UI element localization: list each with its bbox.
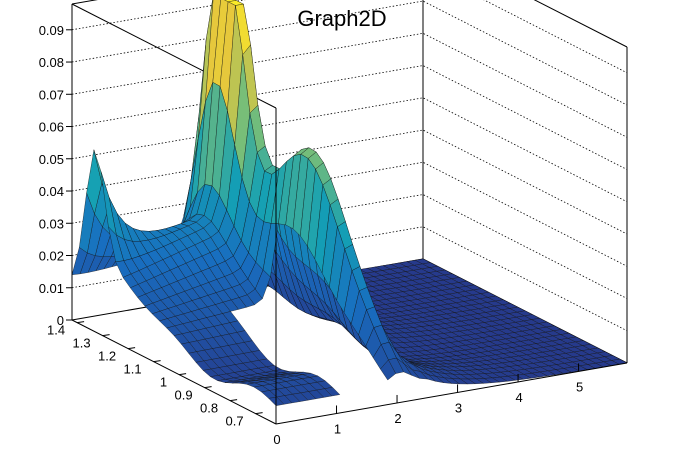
- z-tick-label: 0.03: [39, 216, 64, 231]
- z-grid-line: [71, 226, 628, 332]
- z-tick-label: 0.08: [39, 55, 64, 70]
- z-tick-label: 0.02: [39, 249, 64, 264]
- y-tick-mark: [204, 386, 212, 389]
- chart-title: Graph2D: [297, 6, 386, 31]
- z-grid-line: [71, 161, 628, 267]
- axes-front-frame: [71, 4, 628, 425]
- y-tick-label: 0.7: [226, 414, 244, 429]
- z-grid-line: [71, 129, 628, 235]
- z-grid-line: [71, 32, 628, 138]
- z-grid-line: [71, 65, 628, 170]
- surface-plot: [71, 0, 628, 406]
- back-edge-top-left: [71, 0, 98, 5]
- x-tick-label: 1: [334, 421, 341, 436]
- x-tick-label: 4: [515, 390, 522, 405]
- y-tick-mark: [128, 347, 136, 350]
- y-tick-mark: [102, 334, 110, 337]
- z-tick-label: 0.07: [39, 87, 64, 102]
- z-tick-label: 0.09: [39, 23, 64, 38]
- z-grid-line: [71, 0, 628, 74]
- y-tick-mark: [77, 321, 85, 324]
- z-grid-line: [71, 194, 628, 299]
- z-tick-label: 0.01: [39, 281, 64, 296]
- z-grid-line: [71, 0, 628, 106]
- y-tick-label: 1.4: [47, 323, 65, 338]
- y-tick-mark: [153, 360, 161, 363]
- z-tick-label: 0.04: [39, 184, 64, 199]
- y-tick-label: 1.2: [98, 349, 116, 364]
- surface-cell: [380, 359, 396, 381]
- x-tick-label: 5: [576, 379, 583, 394]
- axis-ticks: 0123450.70.80.911.11.21.31.400.010.020.0…: [39, 23, 584, 447]
- y-tick-label: 1.1: [124, 362, 142, 377]
- y-tick-label: 1: [160, 375, 167, 390]
- z-tick-label: 0.06: [39, 120, 64, 135]
- y-tick-label: 0.9: [175, 388, 193, 403]
- y-tick-mark: [179, 373, 187, 376]
- y-tick-label: 0.8: [200, 401, 218, 416]
- y-tick-mark: [230, 399, 238, 402]
- front-edge-y: [71, 319, 277, 425]
- x-tick-label: 2: [394, 411, 401, 426]
- front-edge-x: [275, 362, 628, 425]
- z-tick-label: 0.05: [39, 152, 64, 167]
- axes-frame: [71, 0, 628, 364]
- y-tick-mark: [255, 412, 263, 415]
- back-edge-top-right: [533, 0, 628, 48]
- x-tick-label: 3: [455, 400, 462, 415]
- y-tick-label: 1.3: [73, 336, 91, 351]
- z-grid-line: [71, 97, 628, 203]
- x-tick-label: 0: [273, 432, 280, 447]
- z-tick-label: 0: [57, 313, 64, 328]
